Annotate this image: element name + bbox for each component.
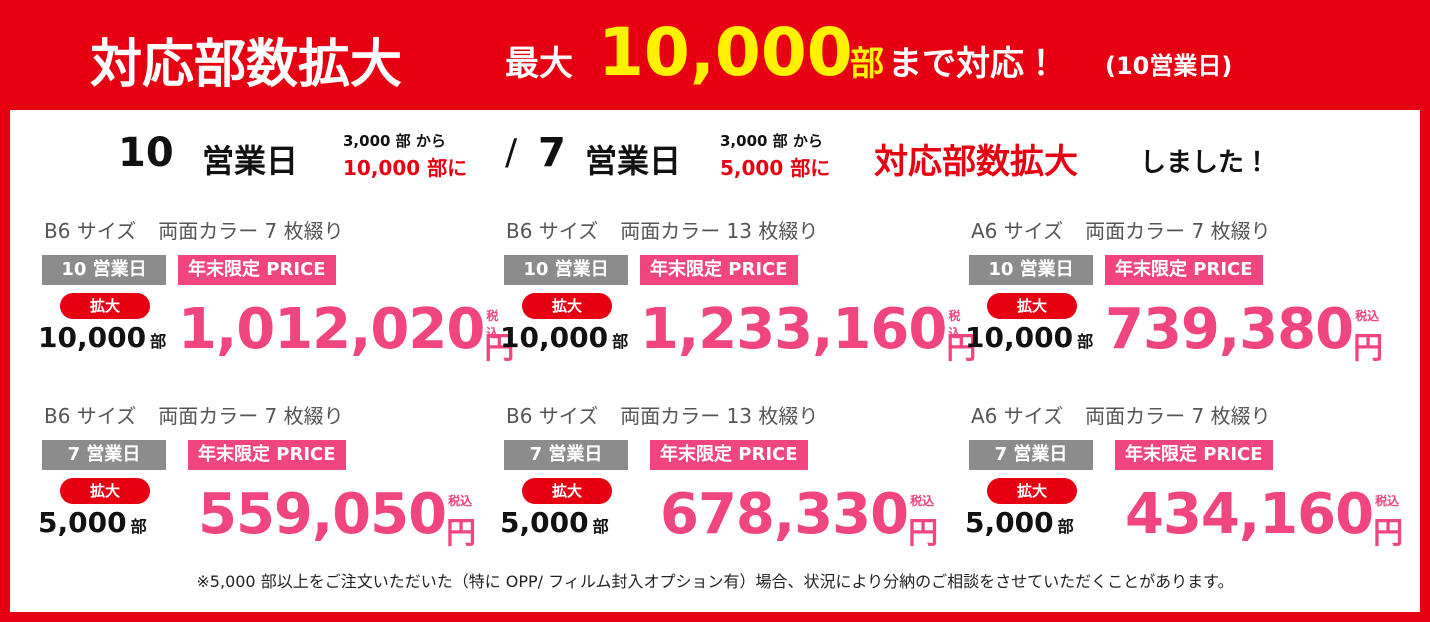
price-card: A6 サイズ 両面カラー 7 枚綴り 10 営業日 年末限定 PRICE 拡大 10,00… [965, 215, 1405, 385]
days-label: 7 営業日 [504, 440, 628, 470]
size: B6 サイズ [44, 404, 137, 428]
expand-pill: 拡大 [987, 478, 1077, 504]
quantity: 10,000 部 [500, 321, 628, 354]
days-label: 10 営業日 [504, 255, 628, 285]
header-max-suffix: まで対応！ [888, 44, 1058, 84]
sub-suffix: しました！ [1140, 148, 1271, 178]
size: B6 サイズ [506, 219, 599, 243]
quantity: 5,000 部 [38, 506, 147, 539]
header-max-note: (10営業日) [1105, 52, 1233, 80]
tax-label: 税込 [910, 494, 935, 508]
price: 434,160 [1125, 482, 1374, 547]
size: A6 サイズ [971, 219, 1064, 243]
quantity-value: 10,000 [500, 321, 609, 354]
quantity: 5,000 部 [965, 506, 1074, 539]
sub-days: 7 [538, 130, 566, 176]
days-label: 7 営業日 [42, 440, 166, 470]
card-spec: B6 サイズ 両面カラー 13 枚綴り [506, 215, 818, 244]
spec: 両面カラー 13 枚綴り [620, 219, 819, 243]
price-card: B6 サイズ 両面カラー 13 枚綴り 10 営業日 年末限定 PRICE 拡大 10,0… [500, 215, 976, 385]
spec: 両面カラー 13 枚綴り [620, 404, 819, 428]
quantity-unit: 部 [592, 517, 609, 536]
yen-label: 円 [446, 516, 477, 551]
sub-days-label: 営業日 [202, 142, 299, 180]
quantity-unit: 部 [1057, 517, 1074, 536]
price-badge: 年末限定 PRICE [650, 440, 808, 470]
yen-label: 円 [1373, 516, 1404, 551]
price: 1,233,160 [640, 297, 947, 362]
card-spec: B6 サイズ 両面カラー 7 枚綴り [44, 400, 344, 429]
sub-days-label: 営業日 [585, 142, 682, 180]
quantity: 10,000 部 [965, 321, 1093, 354]
content-panel: 10 営業日 3,000 部 から 10,000 部に / 7 営業日 3,00… [10, 110, 1420, 612]
spec: 両面カラー 7 枚綴り [1085, 404, 1271, 428]
spec: 両面カラー 7 枚綴り [158, 404, 344, 428]
price-badge: 年末限定 PRICE [1115, 440, 1273, 470]
sub-to: 10,000 部に [343, 156, 468, 180]
days-label: 10 営業日 [42, 255, 166, 285]
price-card: B6 サイズ 両面カラー 7 枚綴り 7 営業日 年末限定 PRICE 拡大 5,000 部… [38, 400, 478, 570]
expand-pill: 拡大 [522, 478, 612, 504]
header-max-value: 10,000 [598, 14, 853, 91]
quantity-value: 5,000 [38, 506, 127, 539]
quantity-value: 5,000 [500, 506, 589, 539]
days-label: 10 営業日 [969, 255, 1093, 285]
card-spec: B6 サイズ 両面カラー 7 枚綴り [44, 215, 344, 244]
tax-label: 税込 [448, 494, 473, 508]
size: B6 サイズ [506, 404, 599, 428]
card-spec: B6 サイズ 両面カラー 13 枚綴り [506, 400, 818, 429]
quantity-value: 5,000 [965, 506, 1054, 539]
size: B6 サイズ [44, 219, 137, 243]
expand-pill: 拡大 [60, 478, 150, 504]
quantity-unit: 部 [150, 332, 167, 351]
quantity-value: 10,000 [965, 321, 1074, 354]
quantity-unit: 部 [612, 332, 629, 351]
expand-pill: 拡大 [987, 293, 1077, 319]
sub-highlight: 対応部数拡大 [874, 142, 1078, 182]
price-badge: 年末限定 PRICE [188, 440, 346, 470]
quantity: 5,000 部 [500, 506, 609, 539]
tax-label: 税込 [1375, 494, 1400, 508]
price: 678,330 [660, 482, 909, 547]
quantity-value: 10,000 [38, 321, 147, 354]
price-card: A6 サイズ 両面カラー 7 枚綴り 7 営業日 年末限定 PRICE 拡大 5,000 部… [965, 400, 1405, 570]
price: 559,050 [198, 482, 447, 547]
yen-label: 円 [908, 516, 939, 551]
card-spec: A6 サイズ 両面カラー 7 枚綴り [971, 400, 1271, 429]
header-max-unit: 部 [850, 44, 884, 84]
header-title: 対応部数拡大 [90, 35, 403, 95]
expand-pill: 拡大 [60, 293, 150, 319]
yen-label: 円 [484, 331, 515, 366]
quantity-unit: 部 [1077, 332, 1094, 351]
spec: 両面カラー 7 枚綴り [1085, 219, 1271, 243]
yen-label: 円 [1353, 331, 1384, 366]
quantity-unit: 部 [130, 517, 147, 536]
price: 1,012,020 [178, 297, 485, 362]
yen-label: 円 [946, 331, 977, 366]
tax-label: 税込 [1355, 309, 1380, 323]
header-max-label: 最大 [505, 44, 573, 84]
price-badge: 年末限定 PRICE [1105, 255, 1263, 285]
sub-separator: / [505, 132, 518, 173]
card-spec: A6 サイズ 両面カラー 7 枚綴り [971, 215, 1271, 244]
quantity: 10,000 部 [38, 321, 166, 354]
spec: 両面カラー 7 枚綴り [158, 219, 344, 243]
expand-pill: 拡大 [522, 293, 612, 319]
price-badge: 年末限定 PRICE [640, 255, 798, 285]
price-card: B6 サイズ 両面カラー 7 枚綴り 10 営業日 年末限定 PRICE 拡大 10,00… [38, 215, 514, 385]
sub-to: 5,000 部に [720, 156, 831, 180]
footnote: ※5,000 部以上をご注文いただいた（特に OPP/ フィルム封入オプション有… [196, 572, 1234, 591]
size: A6 サイズ [971, 404, 1064, 428]
tax-label: 税込 [948, 309, 961, 340]
price-badge: 年末限定 PRICE [178, 255, 336, 285]
tax-label: 税込 [486, 309, 499, 340]
sub-from: 3,000 部 から [343, 132, 446, 150]
sub-from: 3,000 部 から [720, 132, 823, 150]
price: 739,380 [1105, 297, 1354, 362]
price-card: B6 サイズ 両面カラー 13 枚綴り 7 営業日 年末限定 PRICE 拡大 5,000… [500, 400, 940, 570]
days-label: 7 営業日 [969, 440, 1093, 470]
sub-days: 10 [118, 130, 174, 176]
